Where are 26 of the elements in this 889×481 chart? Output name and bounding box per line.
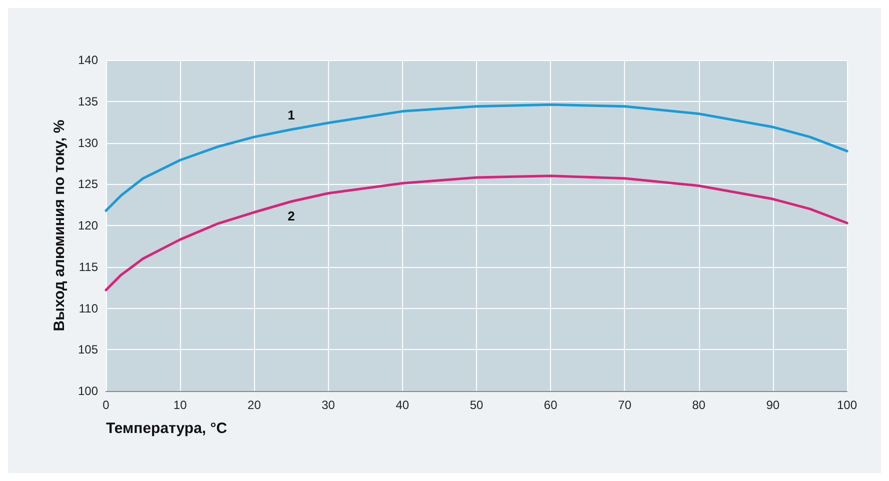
y-tick-label: 130	[78, 136, 98, 150]
x-tick-label: 30	[322, 398, 336, 412]
series-label: 1	[288, 108, 295, 123]
x-tick-label: 10	[173, 398, 188, 412]
y-tick-label: 105	[78, 342, 98, 357]
x-tick-label: 20	[248, 398, 262, 412]
x-tick-label: 50	[470, 398, 484, 412]
y-tick-label: 115	[78, 260, 98, 274]
y-axis-title: Выход алюминия по току, %	[51, 120, 68, 332]
y-tick-label: 135	[78, 94, 98, 108]
x-tick-label: 90	[766, 398, 780, 412]
y-tick-label: 100	[78, 384, 98, 398]
y-tick-label: 110	[78, 301, 98, 316]
x-tick-label: 100	[836, 398, 858, 412]
y-tick-label: 120	[78, 218, 98, 232]
x-axis-title: Температура, °C	[106, 420, 228, 437]
x-tick-label: 40	[396, 398, 410, 412]
x-tick-label: 60	[544, 398, 558, 412]
x-tick-label: 80	[692, 398, 706, 412]
x-tick-label: 0	[102, 398, 110, 412]
y-tick-label: 140	[78, 53, 98, 67]
x-tick-label: 70	[618, 398, 632, 412]
series-label: 2	[288, 208, 295, 224]
line-series	[104, 174, 848, 292]
y-tick-label: 125	[78, 177, 98, 192]
line-series	[104, 103, 848, 212]
